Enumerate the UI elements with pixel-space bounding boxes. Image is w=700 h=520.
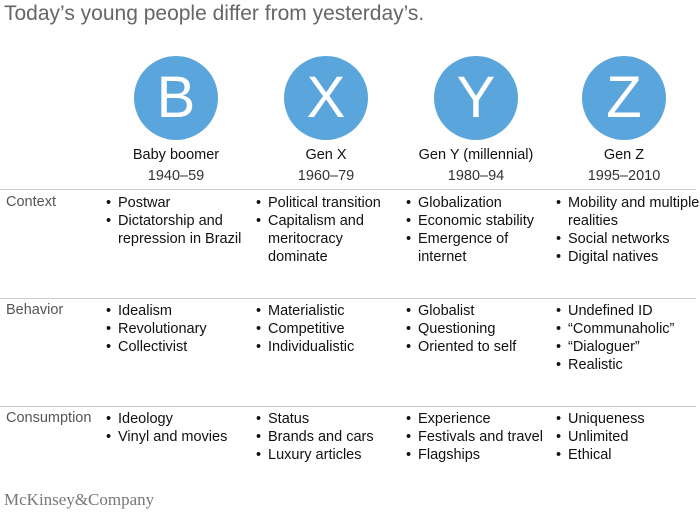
bullet-item: Emergence of internet — [406, 230, 552, 266]
bullet-item: Digital natives — [556, 248, 700, 266]
generation-icon: X — [284, 56, 368, 140]
cell: Political transitionCapitalism and merit… — [256, 194, 402, 266]
bullet-item: Ethical — [556, 446, 700, 464]
cell: ExperienceFestivals and travelFlagships — [406, 410, 552, 464]
generation-years: 1960–79 — [297, 168, 355, 184]
bullet-item: “Communaholic” — [556, 320, 700, 338]
bullet-item: “Dialoguer” — [556, 338, 700, 356]
bullet-item: Collectivist — [106, 338, 252, 356]
bullet-item: Revolutionary — [106, 320, 252, 338]
bullet-item: Mobility and multiple realities — [556, 194, 700, 230]
cell: StatusBrands and carsLuxury articles — [256, 410, 402, 464]
bullet-item: Brands and cars — [256, 428, 402, 446]
bullet-item: Ideology — [106, 410, 252, 428]
bullet-item: Status — [256, 410, 402, 428]
generation-years: 1995–2010 — [587, 168, 661, 184]
cell: GlobalistQuestioningOriented to self — [406, 302, 552, 356]
bullet-item: Dictatorship and repression in Brazil — [106, 212, 252, 248]
cell: Mobility and multiple realitiesSocial ne… — [556, 194, 700, 266]
bullet-item: Realistic — [556, 356, 700, 374]
bullet-item: Undefined ID — [556, 302, 700, 320]
row-label: Behavior — [6, 302, 64, 318]
generation-icon: Z — [582, 56, 666, 140]
generation-icon: Y — [434, 56, 518, 140]
generation-icon: B — [134, 56, 218, 140]
generation-name: Gen X — [305, 147, 347, 163]
bullet-item: Competitive — [256, 320, 402, 338]
bullet-item: Individualistic — [256, 338, 402, 356]
bullet-item: Luxury articles — [256, 446, 402, 464]
title: Today’s young people differ from yesterd… — [4, 2, 425, 25]
bullet-item: Unlimited — [556, 428, 700, 446]
bullet-item: Vinyl and movies — [106, 428, 252, 446]
divider — [0, 406, 696, 407]
bullet-item: Economic stability — [406, 212, 552, 230]
cell: MaterialisticCompetitiveIndividualistic — [256, 302, 402, 356]
divider — [0, 189, 696, 190]
bullet-item: Globalist — [406, 302, 552, 320]
bullet-item: Oriented to self — [406, 338, 552, 356]
bullet-item: Globalization — [406, 194, 552, 212]
cell: Undefined ID“Communaholic”“Dialoguer”Rea… — [556, 302, 700, 374]
cell: UniquenessUnlimitedEthical — [556, 410, 700, 464]
generation-years: 1980–94 — [447, 168, 505, 184]
divider — [0, 298, 696, 299]
bullet-item: Social networks — [556, 230, 700, 248]
bullet-item: Materialistic — [256, 302, 402, 320]
generation-name: Baby boomer — [132, 147, 220, 163]
bullet-item: Postwar — [106, 194, 252, 212]
bullet-item: Capitalism and meritocracy dominate — [256, 212, 402, 266]
row-label: Context — [6, 194, 56, 210]
generation-name: Gen Z — [603, 147, 645, 163]
cell: IdealismRevolutionaryCollectivist — [106, 302, 252, 356]
generation-years: 1940–59 — [147, 168, 205, 184]
footer: McKinsey&Company — [4, 490, 155, 509]
cell: GlobalizationEconomic stabilityEmergence… — [406, 194, 552, 266]
bullet-item: Experience — [406, 410, 552, 428]
bullet-item: Questioning — [406, 320, 552, 338]
cell: IdeologyVinyl and movies — [106, 410, 252, 446]
cell: PostwarDictatorship and repression in Br… — [106, 194, 252, 248]
row-label: Consumption — [6, 410, 92, 426]
bullet-item: Festivals and travel — [406, 428, 552, 446]
bullet-item: Idealism — [106, 302, 252, 320]
bullet-item: Uniqueness — [556, 410, 700, 428]
generation-name: Gen Y (millennial) — [418, 147, 534, 163]
bullet-item: Political transition — [256, 194, 402, 212]
bullet-item: Flagships — [406, 446, 552, 464]
